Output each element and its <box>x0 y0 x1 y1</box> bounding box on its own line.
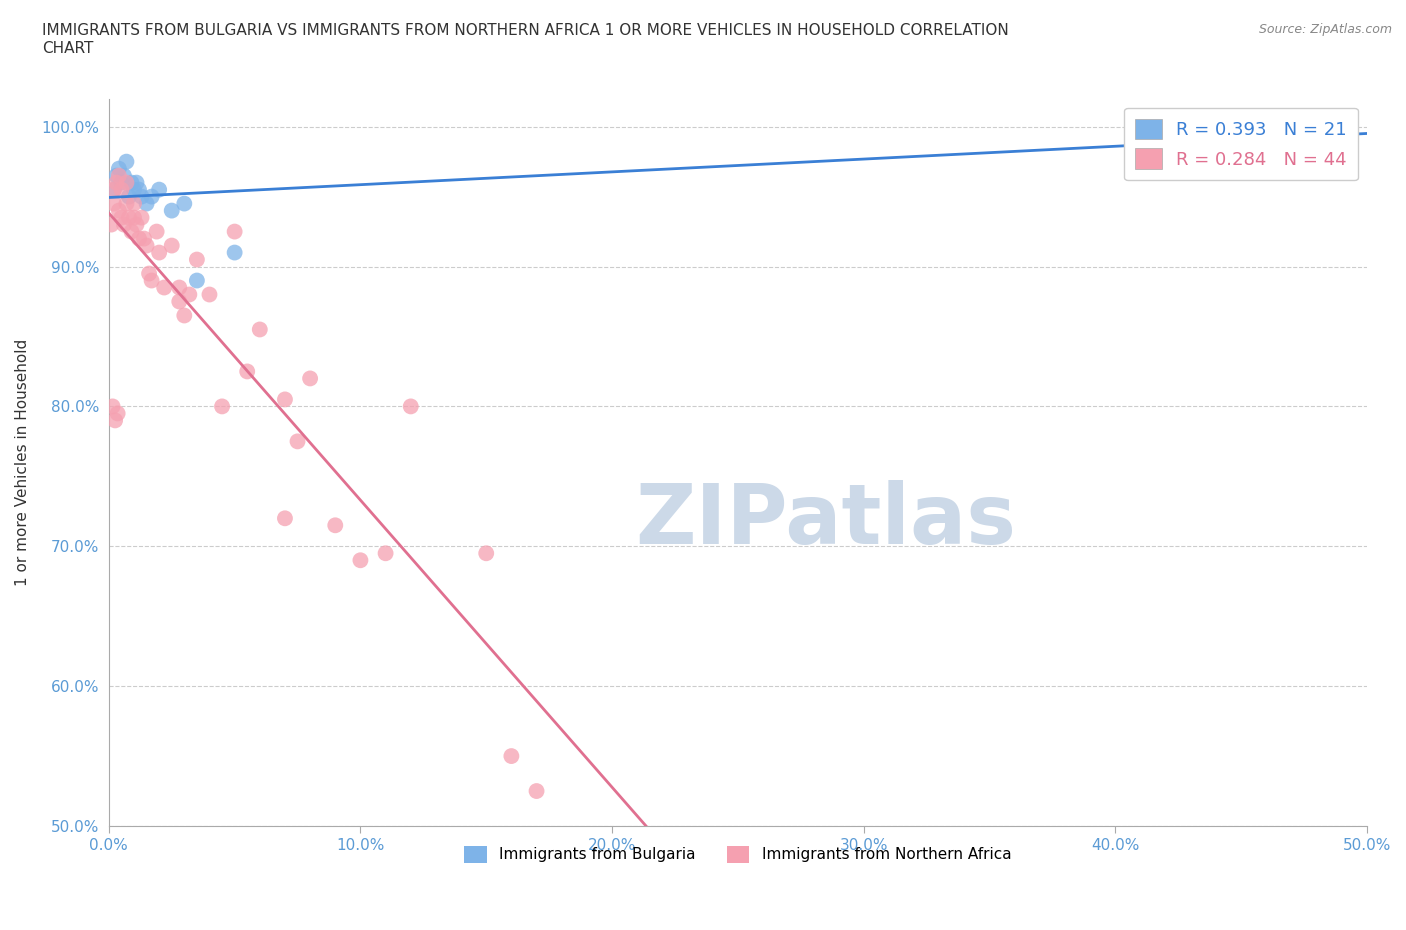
Point <box>122 210 145 225</box>
Point <box>475 546 498 561</box>
Point <box>107 406 129 421</box>
Point <box>211 399 233 414</box>
Point <box>125 175 148 190</box>
Point <box>125 217 148 232</box>
Point <box>1205 140 1227 155</box>
Point <box>115 196 138 211</box>
Point <box>179 287 201 302</box>
Point <box>110 182 132 197</box>
Point <box>186 252 208 267</box>
Point <box>501 749 523 764</box>
Point <box>169 294 191 309</box>
Point <box>145 224 167 239</box>
Point <box>118 210 141 225</box>
Point <box>131 189 153 204</box>
Point <box>224 246 246 260</box>
Point <box>148 182 170 197</box>
Point <box>104 413 127 428</box>
Point <box>122 196 145 211</box>
Point <box>399 399 422 414</box>
Point <box>274 392 297 406</box>
Point <box>110 210 132 225</box>
Point <box>173 308 195 323</box>
Point <box>105 168 128 183</box>
Point <box>135 238 157 253</box>
Point <box>128 232 150 246</box>
Point <box>115 154 138 169</box>
Point <box>186 273 208 288</box>
Point <box>287 434 309 449</box>
Point <box>148 246 170 260</box>
Point <box>122 182 145 197</box>
Point <box>128 182 150 197</box>
Point <box>105 175 128 190</box>
Point <box>101 399 124 414</box>
Point <box>118 189 141 204</box>
Text: Source: ZipAtlas.com: Source: ZipAtlas.com <box>1258 23 1392 36</box>
Point <box>121 224 143 239</box>
Point <box>160 238 183 253</box>
Point <box>169 280 191 295</box>
Point <box>131 210 153 225</box>
Point <box>138 266 160 281</box>
Point <box>274 511 297 525</box>
Point <box>349 552 371 567</box>
Text: ZIPatlas: ZIPatlas <box>636 480 1017 561</box>
Point <box>299 371 322 386</box>
Point <box>249 322 271 337</box>
Point <box>141 189 163 204</box>
Point <box>112 217 135 232</box>
Text: IMMIGRANTS FROM BULGARIA VS IMMIGRANTS FROM NORTHERN AFRICA 1 OR MORE VEHICLES I: IMMIGRANTS FROM BULGARIA VS IMMIGRANTS F… <box>42 23 1010 56</box>
Point <box>224 224 246 239</box>
Point <box>1256 113 1278 127</box>
Point <box>121 175 143 190</box>
Point <box>103 182 125 197</box>
Point <box>198 287 221 302</box>
Point <box>108 203 131 218</box>
Point <box>110 175 132 190</box>
Point <box>103 182 125 197</box>
Point <box>323 518 346 533</box>
Point <box>112 168 135 183</box>
Point <box>100 217 122 232</box>
Legend: Immigrants from Bulgaria, Immigrants from Northern Africa: Immigrants from Bulgaria, Immigrants fro… <box>458 840 1018 870</box>
Point <box>108 161 131 176</box>
Point <box>526 784 548 799</box>
Point <box>108 168 131 183</box>
Point <box>173 196 195 211</box>
Point <box>135 196 157 211</box>
Point <box>153 280 176 295</box>
Point <box>141 273 163 288</box>
Point <box>103 196 125 211</box>
Point <box>236 364 259 379</box>
Point <box>115 175 138 190</box>
Y-axis label: 1 or more Vehicles in Household: 1 or more Vehicles in Household <box>15 339 30 586</box>
Point <box>132 232 155 246</box>
Point <box>374 546 396 561</box>
Point <box>160 203 183 218</box>
